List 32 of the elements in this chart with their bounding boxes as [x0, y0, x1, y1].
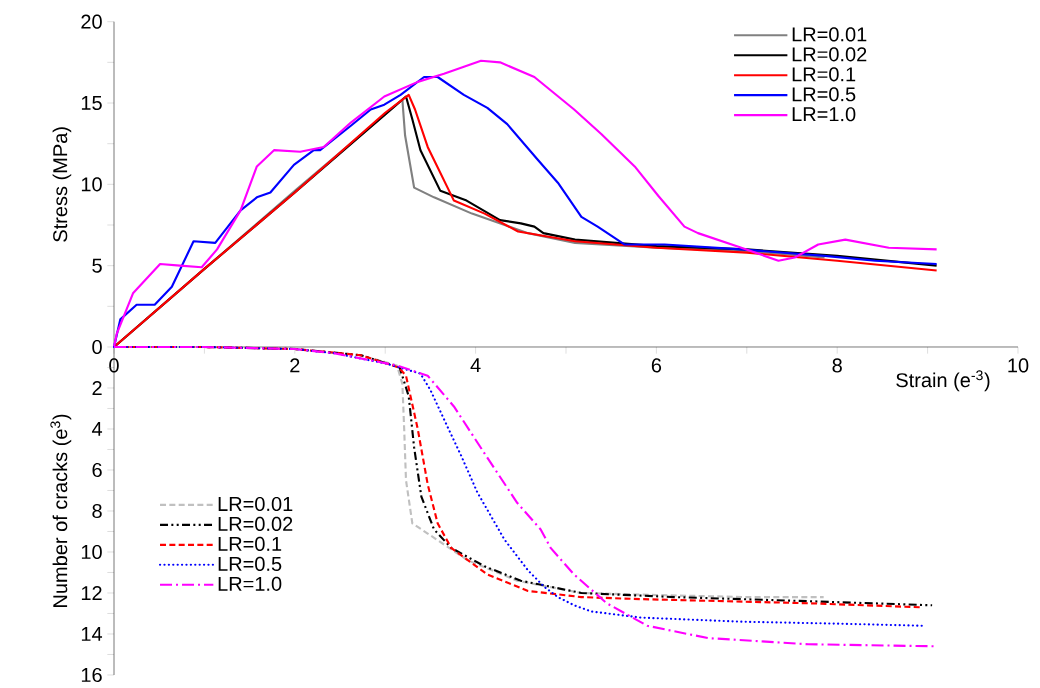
x-axis-title: Strain (e$^{-3}$) [896, 370, 990, 392]
y-tick-label: 6 [92, 462, 102, 478]
y-tick-label: 5 [92, 258, 102, 273]
y-tick-label: 20 [81, 14, 102, 29]
legend-label: LR=0.5 [218, 556, 282, 571]
y-tick-label: 16 [81, 667, 102, 683]
x-tick-label: 10 [1008, 358, 1029, 373]
legend-label: LR=0.5 [792, 87, 856, 102]
y-tick-label: 8 [92, 503, 102, 519]
x-tick-label: 2 [290, 358, 300, 373]
y-tick-label: 15 [81, 96, 102, 110]
y-tick-label: 4 [91, 422, 103, 436]
y-axis-title: Stress (MPa) [52, 127, 72, 242]
legend-label: LR=0.02 [792, 47, 867, 62]
y-tick-label: 0 [92, 339, 102, 355]
y-tick-label: 12 [81, 586, 102, 600]
x-tick-label: 4 [470, 358, 481, 373]
x-tick-label: 0 [109, 358, 119, 373]
y-axis-title: Number of cracks (e$^{3}$) [50, 414, 72, 607]
legend-label: LR=1.0 [792, 107, 856, 122]
legend-label: LR=1.0 [218, 576, 282, 591]
y-tick-label: 14 [81, 627, 103, 641]
y-tick-label: 10 [81, 177, 102, 192]
legend-label: LR=0.01 [792, 27, 867, 42]
legend-label: LR=0.01 [218, 496, 293, 512]
legend-label: LR=0.1 [792, 67, 856, 82]
x-tick-label: 8 [832, 358, 842, 373]
y-tick-label: 10 [81, 544, 102, 560]
legend-label: LR=0.02 [218, 516, 293, 532]
y-tick-label: 2 [92, 381, 102, 395]
legend-label: LR=0.1 [218, 536, 282, 551]
x-tick-label: 6 [651, 358, 662, 373]
